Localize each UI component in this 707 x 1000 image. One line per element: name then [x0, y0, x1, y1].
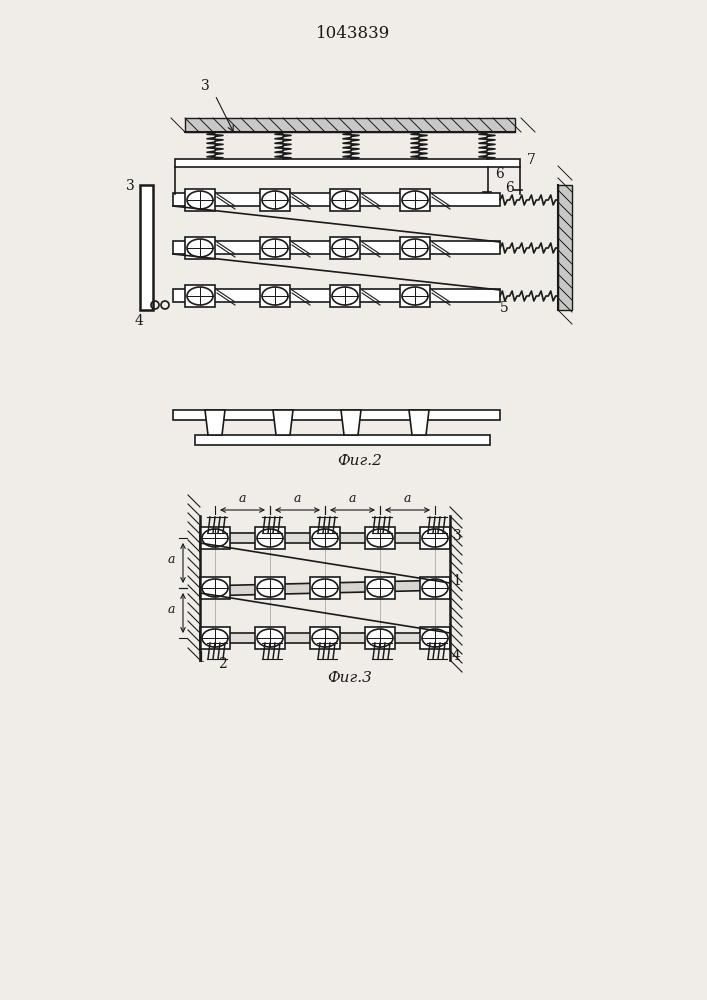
Bar [420, 577, 450, 599]
Text: 3: 3 [453, 529, 462, 543]
Text: 4: 4 [135, 314, 144, 328]
Bar [400, 285, 430, 307]
Text: 2: 2 [218, 657, 227, 671]
Text: 4: 4 [452, 649, 461, 663]
Bar [255, 527, 285, 549]
Text: a: a [168, 603, 175, 616]
Bar [365, 577, 395, 599]
Bar [175, 159, 520, 167]
Bar [330, 189, 360, 211]
Polygon shape [200, 580, 450, 596]
Bar [200, 633, 450, 643]
Text: Фиг.3: Фиг.3 [327, 671, 373, 685]
Bar [558, 185, 572, 310]
Bar [260, 189, 290, 211]
Bar [200, 527, 230, 549]
Bar [195, 435, 490, 445]
Polygon shape [409, 410, 429, 435]
Bar [200, 533, 450, 543]
Bar [365, 627, 395, 649]
Bar [400, 237, 430, 259]
Polygon shape [341, 410, 361, 435]
Text: 6: 6 [505, 181, 514, 195]
Bar [173, 410, 500, 420]
Bar [185, 189, 215, 211]
Bar [330, 237, 360, 259]
Bar [185, 237, 215, 259]
Text: Фиг.2: Фиг.2 [337, 454, 382, 468]
Bar [330, 285, 360, 307]
Text: 1043839: 1043839 [316, 25, 390, 42]
Bar [255, 627, 285, 649]
Polygon shape [273, 410, 293, 435]
Bar [365, 527, 395, 549]
Text: 6: 6 [495, 167, 504, 181]
Text: 5: 5 [500, 301, 509, 315]
Bar [420, 527, 450, 549]
Bar [260, 237, 290, 259]
Text: 3: 3 [126, 179, 135, 193]
Bar [310, 627, 340, 649]
Text: 1: 1 [452, 574, 461, 588]
Bar [140, 185, 153, 310]
Bar [260, 285, 290, 307]
Text: 3: 3 [201, 79, 209, 93]
Text: a: a [168, 553, 175, 566]
Bar [310, 577, 340, 599]
Text: a: a [404, 492, 411, 505]
Bar [200, 627, 230, 649]
Bar [185, 118, 515, 132]
Bar [310, 527, 340, 549]
Bar [173, 241, 500, 254]
Text: a: a [293, 492, 301, 505]
Bar [420, 627, 450, 649]
Bar [200, 577, 230, 599]
Text: a: a [239, 492, 246, 505]
Polygon shape [205, 410, 225, 435]
Bar [185, 285, 215, 307]
Bar [173, 193, 500, 206]
Bar [173, 289, 500, 302]
Text: 1: 1 [196, 651, 205, 665]
Text: 7: 7 [527, 153, 536, 167]
Bar [255, 577, 285, 599]
Bar [400, 189, 430, 211]
Text: a: a [349, 492, 356, 505]
